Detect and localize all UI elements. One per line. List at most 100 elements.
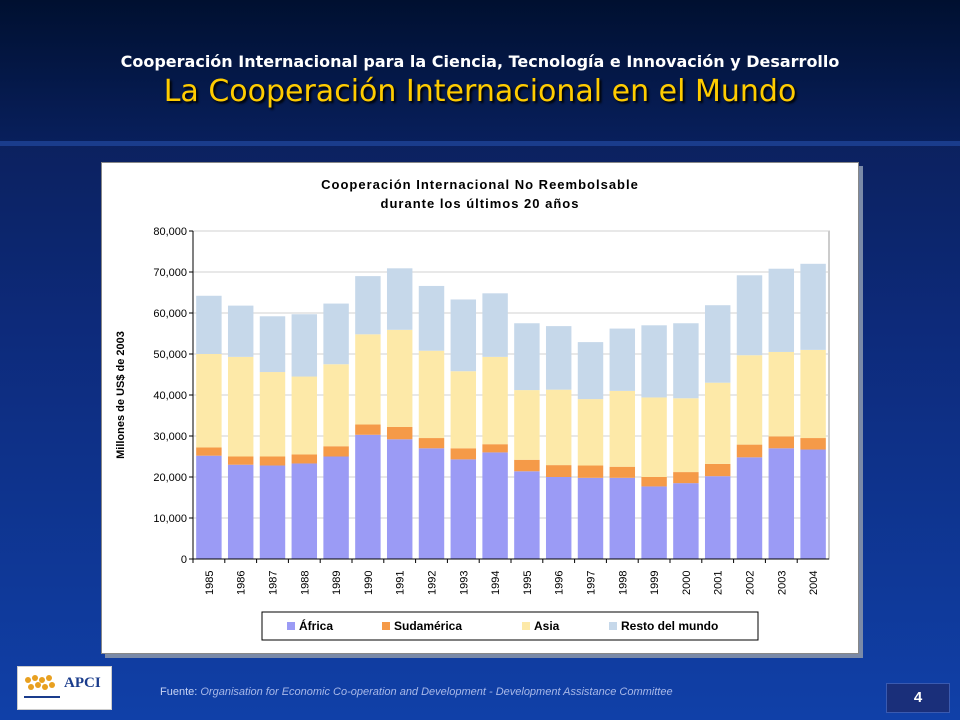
bar-segment (800, 438, 826, 450)
bar-segment (323, 364, 349, 447)
bar-segment (577, 399, 604, 466)
bar-segment (259, 456, 286, 466)
x-tick-label: 1997 (586, 571, 598, 595)
bar-segment (641, 397, 667, 477)
bar-segment (355, 276, 381, 335)
y-tick-label: 30,000 (153, 431, 187, 443)
legend-label: Asia (534, 619, 560, 633)
bar-segment (450, 299, 477, 372)
bar-segment (259, 316, 286, 373)
bar-segment (768, 448, 795, 559)
chart-subtitle: durante los últimos 20 años (381, 196, 580, 211)
x-tick-label: 1999 (649, 571, 661, 595)
bar-segment (736, 444, 763, 458)
legend-swatch (287, 622, 295, 630)
legend-label: Resto del mundo (621, 619, 718, 633)
bar-segment (641, 325, 667, 398)
x-tick-label: 1993 (458, 571, 470, 595)
bar-segment (704, 305, 731, 383)
bar-segment (291, 376, 318, 455)
bar-segment (768, 351, 795, 437)
bar-segment (386, 268, 413, 330)
bar-segment (323, 456, 349, 559)
bar-segment (227, 464, 254, 559)
y-tick-label: 20,000 (153, 472, 187, 484)
bar-segment (227, 456, 254, 465)
logo-text: APCI (64, 675, 101, 691)
bar-segment (482, 293, 508, 357)
y-tick-label: 50,000 (153, 349, 187, 361)
bar-segment (704, 463, 731, 477)
source-note: Fuente: Organisation for Economic Co-ope… (160, 686, 673, 698)
bar-segment (450, 459, 477, 559)
x-tick-label: 1989 (331, 571, 343, 595)
bar-segment (196, 354, 222, 448)
bar-segment (673, 323, 699, 399)
stacked-bar-chart: Cooperación Internacional No Reembolsabl… (115, 177, 830, 641)
bar-segment (768, 268, 795, 352)
bar-segment (418, 448, 445, 559)
bar-segment (673, 472, 699, 484)
x-tick-label: 1992 (427, 571, 439, 595)
bar-segment (450, 371, 477, 449)
bar-segment (482, 444, 508, 453)
bar-segment (609, 328, 636, 391)
page-number: 4 (886, 683, 950, 713)
chart-panel: Cooperación Internacional No Reembolsabl… (101, 162, 859, 654)
bar-segment (641, 486, 667, 559)
x-tick-label: 1987 (268, 571, 280, 595)
bar-segment (323, 303, 349, 365)
bar-segment (418, 350, 445, 439)
source-text: Organisation for Economic Co-operation a… (200, 686, 673, 698)
bar-segment (227, 356, 254, 457)
slide-title: La Cooperación Internacional en el Mundo (163, 74, 797, 109)
bar-segment (418, 285, 445, 351)
x-tick-label: 1985 (204, 571, 216, 595)
bar-segment (704, 476, 731, 559)
source-label: Fuente: (160, 686, 198, 698)
bar-segment (800, 263, 826, 350)
legend (261, 611, 759, 641)
legend-label: Sudamérica (394, 619, 462, 633)
bar-segment (736, 355, 763, 445)
bar-segment (259, 465, 286, 559)
x-tick-label: 1986 (236, 571, 248, 595)
bar-segment (800, 449, 826, 559)
x-tick-label: 2002 (745, 571, 757, 595)
y-tick-label: 60,000 (153, 308, 187, 320)
x-tick-label: 1990 (363, 571, 375, 595)
x-tick-label: 2003 (776, 571, 788, 595)
bar-segment (673, 483, 699, 559)
y-tick-label: 80,000 (153, 226, 187, 238)
bar-segment (196, 295, 222, 354)
bar-segment (514, 323, 540, 391)
chart-title: Cooperación Internacional No Reembolsabl… (321, 177, 639, 192)
slide-subtitle: Cooperación Internacional para la Cienci… (120, 52, 840, 71)
bar-segment (291, 314, 318, 377)
legend-label: África (299, 618, 333, 633)
bar-segment (259, 372, 286, 457)
x-tick-label: 1995 (522, 571, 534, 595)
bar-segment (323, 446, 349, 457)
bar-segment (545, 389, 572, 466)
bar-segment (482, 356, 508, 445)
bar-segment (196, 455, 222, 559)
bar-segment (545, 477, 572, 559)
apci-logo: APCI (17, 666, 112, 710)
bar-segment (577, 342, 604, 400)
y-tick-label: 40,000 (153, 390, 187, 402)
bar-segment (482, 452, 508, 559)
bar-segment (609, 477, 636, 559)
y-tick-label: 0 (181, 554, 187, 566)
logo-emblem-icon (24, 675, 60, 698)
bar-segment (736, 457, 763, 559)
bar-segment (386, 426, 413, 440)
bar-segment (768, 436, 795, 449)
bar-segment (291, 463, 318, 559)
bar-segment (386, 439, 413, 559)
bar-segment (609, 390, 636, 467)
bar-segment (577, 477, 604, 559)
bar-segment (418, 438, 445, 449)
header-divider (0, 141, 960, 146)
bar-segment (450, 448, 477, 460)
